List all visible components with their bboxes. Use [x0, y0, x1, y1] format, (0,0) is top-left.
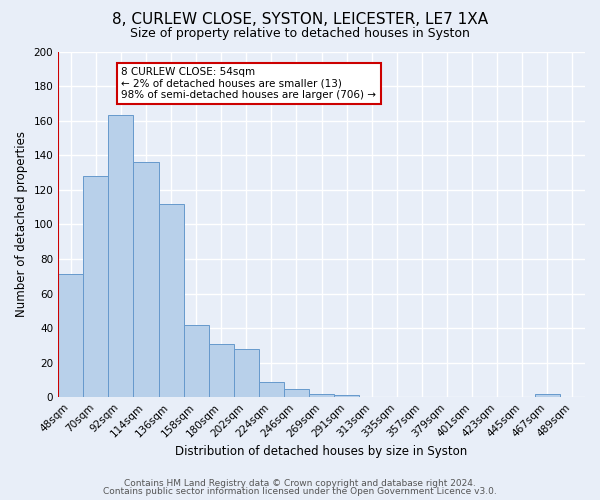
Bar	[58, 274, 83, 397]
Text: 8 CURLEW CLOSE: 54sqm
← 2% of detached houses are smaller (13)
98% of semi-detac: 8 CURLEW CLOSE: 54sqm ← 2% of detached h…	[121, 67, 376, 100]
Bar	[234, 349, 259, 397]
Bar	[158, 204, 184, 397]
Text: Contains HM Land Registry data © Crown copyright and database right 2024.: Contains HM Land Registry data © Crown c…	[124, 478, 476, 488]
Bar	[209, 344, 234, 397]
Bar	[309, 394, 334, 397]
Y-axis label: Number of detached properties: Number of detached properties	[15, 132, 28, 318]
Bar	[259, 382, 284, 397]
Bar	[284, 388, 309, 397]
Text: 8, CURLEW CLOSE, SYSTON, LEICESTER, LE7 1XA: 8, CURLEW CLOSE, SYSTON, LEICESTER, LE7 …	[112, 12, 488, 28]
Text: Size of property relative to detached houses in Syston: Size of property relative to detached ho…	[130, 28, 470, 40]
Bar	[133, 162, 158, 397]
Bar	[535, 394, 560, 397]
Bar	[83, 176, 109, 397]
Bar	[184, 324, 209, 397]
Text: Contains public sector information licensed under the Open Government Licence v3: Contains public sector information licen…	[103, 487, 497, 496]
X-axis label: Distribution of detached houses by size in Syston: Distribution of detached houses by size …	[175, 444, 468, 458]
Bar	[109, 116, 133, 397]
Bar	[334, 396, 359, 397]
